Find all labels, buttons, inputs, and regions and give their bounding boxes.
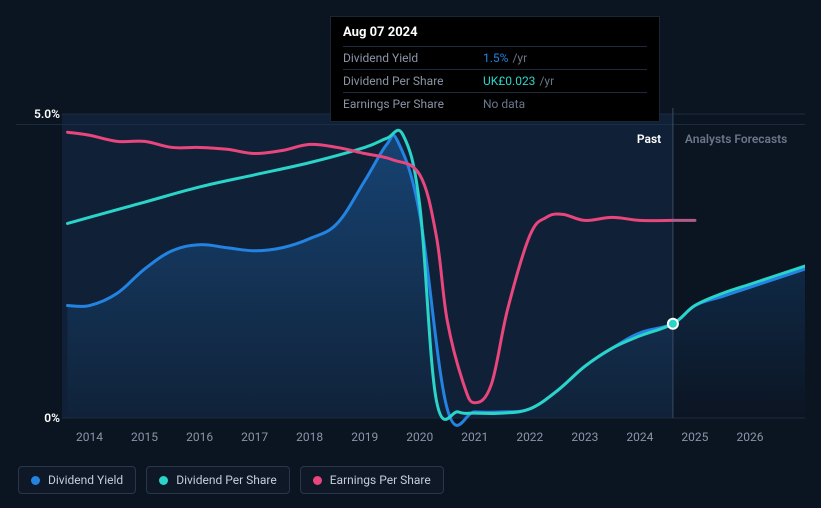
x-tick-label: 2014 (76, 430, 103, 444)
hover-tooltip: Aug 07 2024 Dividend Yield1.5%/yrDividen… (330, 16, 660, 122)
x-tick-label: 2017 (241, 430, 268, 444)
tooltip-row-value: UK£0.023 (483, 74, 535, 88)
tooltip-row: Earnings Per ShareNo data (343, 92, 647, 115)
x-tick-label: 2025 (681, 430, 708, 444)
legend-label: Dividend Yield (48, 473, 123, 487)
tooltip-row-label: Earnings Per Share (343, 97, 483, 111)
tooltip-row-value: 1.5% (483, 51, 508, 65)
x-tick-label: 2022 (516, 430, 543, 444)
tooltip-row-suffix: /yr (539, 74, 554, 88)
legend-label: Dividend Per Share (176, 473, 277, 487)
tooltip-row-label: Dividend Per Share (343, 74, 483, 88)
legend-item[interactable]: Dividend Per Share (146, 466, 290, 494)
x-tick-label: 2023 (571, 430, 598, 444)
legend-dot-icon (159, 476, 168, 485)
x-axis-labels: 2014 2015 2016 2017 2018 2019 2020 2021 2022 2023… (16, 430, 805, 448)
tooltip-row-suffix: /yr (512, 51, 527, 65)
x-tick-label: 2021 (461, 430, 488, 444)
legend: Dividend Yield Dividend Per Share Earnings… (18, 466, 444, 494)
x-tick-label: 2015 (131, 430, 158, 444)
tooltip-row: Dividend Per ShareUK£0.023/yr (343, 69, 647, 92)
tooltip-row: Dividend Yield1.5% /yr (343, 46, 647, 69)
tooltip-row-label: Dividend Yield (343, 51, 483, 65)
x-tick-label: 2024 (626, 430, 653, 444)
legend-dot-icon (31, 476, 40, 485)
legend-item[interactable]: Dividend Yield (18, 466, 136, 494)
legend-label: Earnings Per Share (330, 473, 431, 487)
x-tick-label: 2019 (351, 430, 378, 444)
future-label: Analysts Forecasts (685, 132, 787, 146)
legend-dot-icon (313, 476, 322, 485)
x-tick-label: 2020 (406, 430, 433, 444)
x-tick-label: 2018 (296, 430, 323, 444)
past-label: Past (637, 132, 661, 146)
legend-item[interactable]: Earnings Per Share (300, 466, 444, 494)
tooltip-row-value: No data (483, 97, 525, 111)
x-tick-label: 2026 (736, 430, 763, 444)
tooltip-date: Aug 07 2024 (343, 25, 647, 46)
x-tick-label: 2016 (186, 430, 213, 444)
y-tick-label: 5.0% (34, 107, 60, 121)
y-tick-label: 0% (44, 411, 60, 425)
